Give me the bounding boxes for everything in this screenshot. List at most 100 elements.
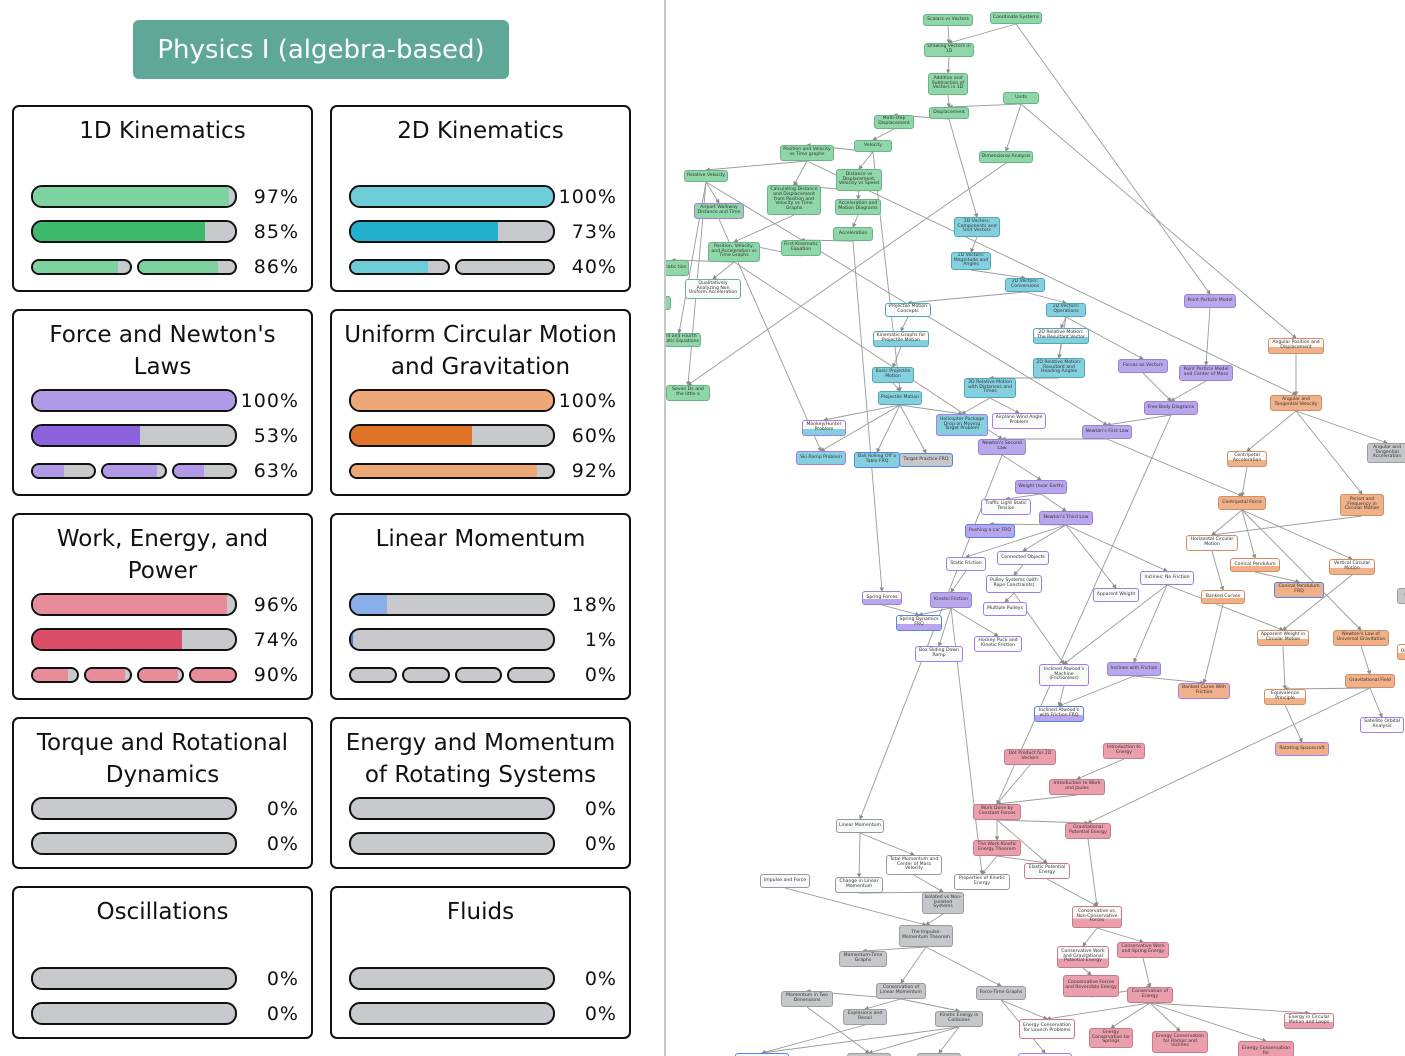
unit-card[interactable]: Force and Newton's Laws 100% 53% 63% — [12, 309, 313, 496]
unit-card[interactable]: Energy and Momentum of Rotating Systems 0… — [330, 717, 631, 869]
unit-card[interactable]: Work, Energy, and Power 96% 74% 90% — [12, 513, 313, 700]
graph-node[interactable]: 2D Relative Motion: The Resultant Vector — [1033, 328, 1089, 344]
graph-node[interactable]: Banked Curve With Friction — [1178, 683, 1230, 699]
graph-node[interactable]: Position and Velocity vs Time graphs — [780, 145, 834, 161]
graph-node[interactable]: Properties of Kinetic Energy — [954, 874, 1010, 890]
graph-node[interactable]: Or Ke — [1397, 644, 1405, 660]
graph-node[interactable]: Monkey/Hunter Problem — [802, 420, 846, 436]
graph-node[interactable]: Energy Conservation for — [1238, 1041, 1294, 1056]
graph-node[interactable]: Total Momentum and Center of Mass Veloci… — [886, 855, 942, 875]
graph-node[interactable]: Introduction to Energy — [1103, 743, 1145, 759]
graph-node[interactable]: Conservation of Linear Momentum — [876, 983, 926, 999]
graph-node[interactable]: Point Particle Model — [1184, 294, 1236, 308]
graph-node[interactable]: Energy in Circular Motion and Loops — [1284, 1013, 1334, 1029]
graph-node[interactable]: Equivalence Principle — [1264, 689, 1306, 705]
graph-node[interactable]: Target Practice FRQ — [899, 453, 953, 467]
graph-node[interactable]: Rotating Spacecraft — [1275, 742, 1329, 756]
course-title-button[interactable]: Physics I (algebra-based) — [133, 20, 509, 79]
graph-node[interactable]: Hockey Puck and Kinetic Friction — [974, 636, 1022, 652]
graph-node[interactable]: Dot Product for 2D Vectors — [1004, 749, 1056, 765]
graph-node[interactable]: Newton's Law of Universal Gravitation — [1333, 630, 1389, 646]
graph-node[interactable]: Velocity — [854, 140, 892, 152]
graph-node[interactable]: Conical Pendulum — [1230, 558, 1280, 572]
graph-node[interactable]: Centripetal Acceleration — [1227, 451, 1267, 467]
graph-node[interactable]: Coordinate Systems — [990, 12, 1042, 24]
unit-card[interactable]: Linear Momentum 18% 1% 0% — [330, 513, 631, 700]
graph-node[interactable]: Angular and Tangential Velocity — [1270, 395, 1322, 411]
graph-node[interactable]: nematic tion — [666, 260, 689, 276]
graph-node[interactable]: Gravitational Potential Energy — [1065, 823, 1111, 839]
graph-node[interactable]: Dimensional Analysis — [979, 151, 1033, 163]
graph-node[interactable]: Qualitatively Analyzing Non Uniform Acce… — [685, 279, 741, 299]
graph-node[interactable]: First Kinematic Equation — [781, 240, 821, 256]
graph-node[interactable]: Momentum in Two Dimensions — [781, 991, 833, 1007]
graph-node[interactable]: Apparent Weight in Circular Motion — [1257, 630, 1309, 646]
graph-node[interactable]: 2D Vectors: Magnitude and Angles — [951, 252, 991, 270]
graph-node[interactable]: Airplane Wind Angle Problem — [992, 413, 1046, 429]
graph-node[interactable]: Point Particle Model and Center of Mass — [1179, 365, 1233, 381]
graph-node[interactable]: Satellite Orbital Analysis — [1360, 717, 1404, 733]
graph-node[interactable]: Acceleration and Motion Diagrams — [835, 199, 881, 215]
graph-node[interactable]: Energy Conservation for Springs — [1089, 1028, 1133, 1048]
graph-node[interactable] — [1018, 1053, 1072, 1056]
graph-node[interactable]: Inclines with Friction — [1107, 662, 1161, 676]
graph-node[interactable]: The Work-Kinetic Energy Theorem — [973, 840, 1021, 856]
graph-node[interactable]: 2D Vectors: Conversions — [1005, 278, 1045, 292]
graph-node[interactable]: Box Sliding Down Ramp — [915, 646, 963, 662]
graph-node[interactable]: Conservative vs. Non-Conservative Forces — [1072, 906, 1122, 928]
graph-node[interactable]: Forces as Vectors — [1118, 359, 1168, 373]
graph-node[interactable]: Banked Curves — [1201, 590, 1245, 604]
graph-node[interactable]: Helicopter Package Drop on Moving Target… — [936, 414, 988, 436]
graph-node[interactable]: Basic Projectile Motion — [872, 367, 914, 383]
unit-card[interactable]: Oscillations 0% 0% — [12, 886, 313, 1039]
graph-node[interactable]: Units — [1003, 92, 1039, 104]
graph-node[interactable]: Explosions and Recoil — [843, 1009, 887, 1025]
graph-node[interactable]: Kinetic Energy in Collisions — [935, 1011, 983, 1027]
graph-node[interactable]: 2D Relative Motion: Resultant and Headin… — [1033, 358, 1085, 378]
graph-node[interactable]: Apparent Weight — [1093, 588, 1139, 602]
graph-node[interactable]: Kinetic Friction — [930, 592, 972, 608]
graph-node[interactable]: Energy Conservation for Launch Problems — [1019, 1019, 1075, 1039]
graph-node[interactable]: Conservative Work and Spring Energy — [1117, 942, 1169, 958]
graph-node[interactable]: hird and Fourth ematic Equations — [666, 333, 701, 347]
graph-node[interactable]: Introduction to Work and Joules — [1049, 779, 1105, 795]
graph-node[interactable]: Centripetal Force — [1218, 496, 1266, 510]
graph-node[interactable]: Acceleration — [833, 227, 873, 241]
graph-node[interactable]: Impulse and Force — [760, 874, 810, 888]
unit-card[interactable]: Uniform Circular Motion and Gravitation 1… — [330, 309, 631, 496]
graph-node[interactable]: Energy Conservation for Ramps and Inclin… — [1152, 1031, 1208, 1053]
graph-node[interactable]: 2D Relative Motion with Distances and Ti… — [964, 378, 1016, 398]
graph-node[interactable]: 2D Vectors: Components and Unit Vectors — [954, 217, 1000, 237]
graph-node[interactable]: Multiple Pulleys — [983, 602, 1027, 616]
graph-node[interactable]: Newton's First Law — [1082, 425, 1132, 439]
graph-node[interactable]: The Impulse-Momentum Theorem — [899, 925, 953, 947]
graph-node[interactable]: Calculating Distance and Displacement fr… — [767, 185, 821, 215]
graph-node[interactable]: Conservative Work and Gravitational Pote… — [1057, 946, 1109, 968]
graph-node[interactable]: Airport Walkway Distance and Time — [694, 203, 744, 219]
graph-node[interactable]: Static Friction — [946, 557, 986, 571]
graph-node[interactable]: Spring Dynamics FRQ — [896, 615, 942, 631]
graph-node[interactable]: Inclined Atwood's Machine (Frictionless) — [1039, 664, 1089, 686]
graph-node[interactable]: Newton's Second Law — [978, 439, 1026, 455]
graph-node[interactable]: Addition and Subtraction of Vectors in 1… — [928, 73, 968, 95]
graph-node[interactable]: Horizontal Circular Motion — [1186, 535, 1238, 551]
graph-node[interactable]: Inclines: No Friction — [1140, 571, 1194, 585]
graph-node[interactable]: Vertical Circular Motion — [1329, 559, 1375, 575]
graph-node[interactable]: Conservative Forces and Reversible Energ… — [1063, 975, 1119, 997]
graph-node[interactable]: Pulley Systems (with Rope Constraints) — [986, 575, 1042, 593]
graph-node[interactable]: Relative Velocity — [684, 170, 728, 182]
graph-node[interactable]: Momentum-Time Graphs — [839, 951, 887, 967]
graph-node[interactable]: Distance vs Displacement, Velocity vs Sp… — [836, 169, 882, 191]
graph-node[interactable]: Connected Objects — [997, 551, 1049, 565]
graph-node[interactable] — [666, 296, 671, 310]
graph-node[interactable]: Scalars vs Vectors — [923, 14, 973, 26]
graph-node[interactable]: Period and Frequency in Circular Motion — [1340, 494, 1384, 516]
graph-node[interactable]: Ski Ramp Problem — [796, 451, 846, 465]
knowledge-graph[interactable]: Scalars vs Vectors Coordinate Systems Draw… — [664, 0, 1405, 1056]
graph-node[interactable]: Angular and Tangential Acceleration — [1367, 443, 1405, 463]
graph-node[interactable]: Displacement — [929, 107, 969, 119]
graph-node[interactable]: Inclined Atwood's with Friction FRQ — [1034, 706, 1084, 722]
graph-node[interactable]: Conservation of Energy — [1127, 987, 1173, 1003]
graph-node[interactable]: Gravitational Field — [1345, 674, 1395, 688]
graph-node[interactable]: Drawing Vectors in 1D — [924, 43, 974, 57]
